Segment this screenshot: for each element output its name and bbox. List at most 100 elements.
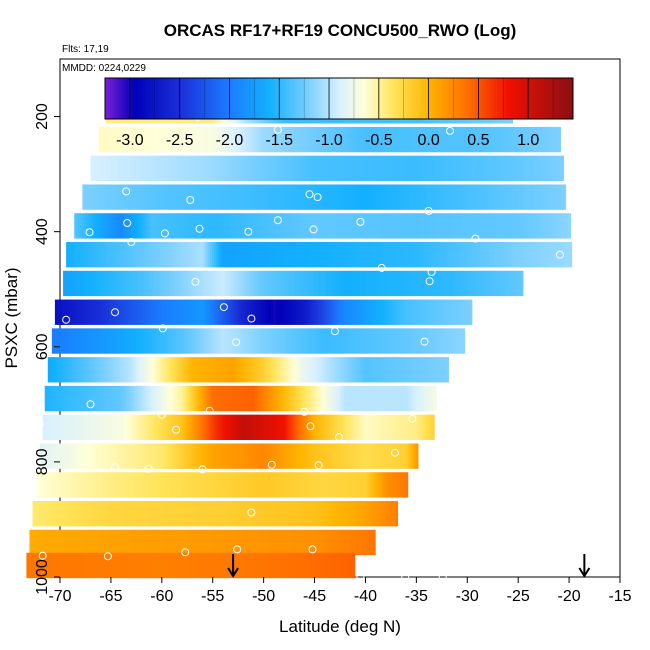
heatmap-cell [348,184,351,210]
heatmap-cell [126,299,130,325]
heatmap-cell [298,184,301,210]
heatmap-cell [140,126,144,153]
heatmap-cell [357,270,360,297]
heatmap-cell [538,213,541,239]
heatmap-cell [94,242,97,268]
heatmap-cell [78,213,81,239]
heatmap-cell [150,184,153,210]
heatmap-cell [61,357,65,383]
heatmap-cell [410,184,413,210]
heatmap-cell [356,213,359,239]
data-point [111,463,119,472]
heatmap-cell [47,443,51,469]
heatmap-cell [290,385,294,412]
heatmap-cell [78,299,82,325]
heatmap-cell [188,184,191,210]
heatmap-cell [478,242,481,268]
heatmap-cell [415,328,419,354]
heatmap-cell [32,552,35,579]
data-point [86,400,95,409]
heatmap-cell [271,270,274,297]
heatmap-cell [274,213,277,239]
heatmap-cell [333,529,336,556]
heatmap-cell [102,414,106,441]
heatmap-cell [59,443,63,469]
heatmap-cell [316,501,320,527]
heatmap-cell [308,472,312,498]
heatmap-cell [382,126,386,153]
heatmap-cell [185,270,188,297]
heatmap-cell [227,270,230,297]
colorbar-cell [425,78,428,119]
heatmap-cell [313,328,317,354]
heatmap-cell [283,443,287,469]
heatmap-cell [111,270,114,297]
heatmap-cell [440,126,444,153]
heatmap-cell [262,552,265,579]
heatmap-cell [440,299,444,325]
heatmap-cell [82,472,86,498]
heatmap-cell [123,529,126,556]
heatmap-cell [146,155,150,182]
heatmap-cell [382,242,385,268]
heatmap-cell [524,184,527,210]
heatmap-cell [267,357,271,383]
colorbar-cell [249,78,252,119]
heatmap-cell [340,155,344,182]
heatmap-cell [56,501,60,527]
heatmap-cell [139,357,143,383]
heatmap-cell [230,552,233,579]
heatmap-cell [144,501,148,527]
heatmap-cell [337,328,341,354]
heatmap-cell [270,552,273,579]
heatmap-cell [82,501,86,527]
heatmap-cell [195,529,198,556]
heatmap-cell [258,242,261,268]
heatmap-cell [468,126,472,153]
heatmap-cell [321,270,324,297]
heatmap-cell [253,529,256,556]
heatmap-cell [447,270,450,297]
heatmap-cell [64,299,68,325]
heatmap-cell [149,357,153,383]
heatmap-cell [326,552,329,579]
heatmap-cell [200,501,204,527]
heatmap-cell [170,501,174,527]
heatmap-cell [331,357,335,383]
colorbar-cell [151,78,154,119]
heatmap-cell [90,552,93,579]
heatmap-cell [291,270,294,297]
heatmap-cell [204,242,207,268]
heatmap-cell [438,299,442,325]
colorbar-cell [367,78,370,119]
heatmap-cell [182,472,186,498]
heatmap-cell [214,472,218,498]
heatmap-cell [233,443,237,469]
heatmap-cell [204,385,208,412]
heatmap-cell [134,414,138,441]
heatmap-cell [351,357,355,383]
heatmap-cell [136,472,140,498]
heatmap-cell [132,184,135,210]
heatmap-cell [250,299,254,325]
heatmap-cell [230,126,234,153]
heatmap-cell [406,184,409,210]
heatmap-cell [394,184,397,210]
heatmap-cell [268,299,272,325]
heatmap-cell [348,552,351,579]
data-point [273,216,282,225]
heatmap-cell [404,184,407,210]
heatmap-cell [258,299,262,325]
heatmap-cell [359,270,362,297]
heatmap-cell [329,529,332,556]
heatmap-cell [427,357,431,383]
heatmap-cell [319,529,322,556]
heatmap-cell [472,213,475,239]
heatmap-cell [173,443,177,469]
heatmap-cell [126,213,129,239]
heatmap-cell [443,357,447,383]
heatmap-cell [424,184,427,210]
heatmap-cell [81,443,85,469]
heatmap-cell [473,270,476,297]
heatmap-cell [354,213,357,239]
